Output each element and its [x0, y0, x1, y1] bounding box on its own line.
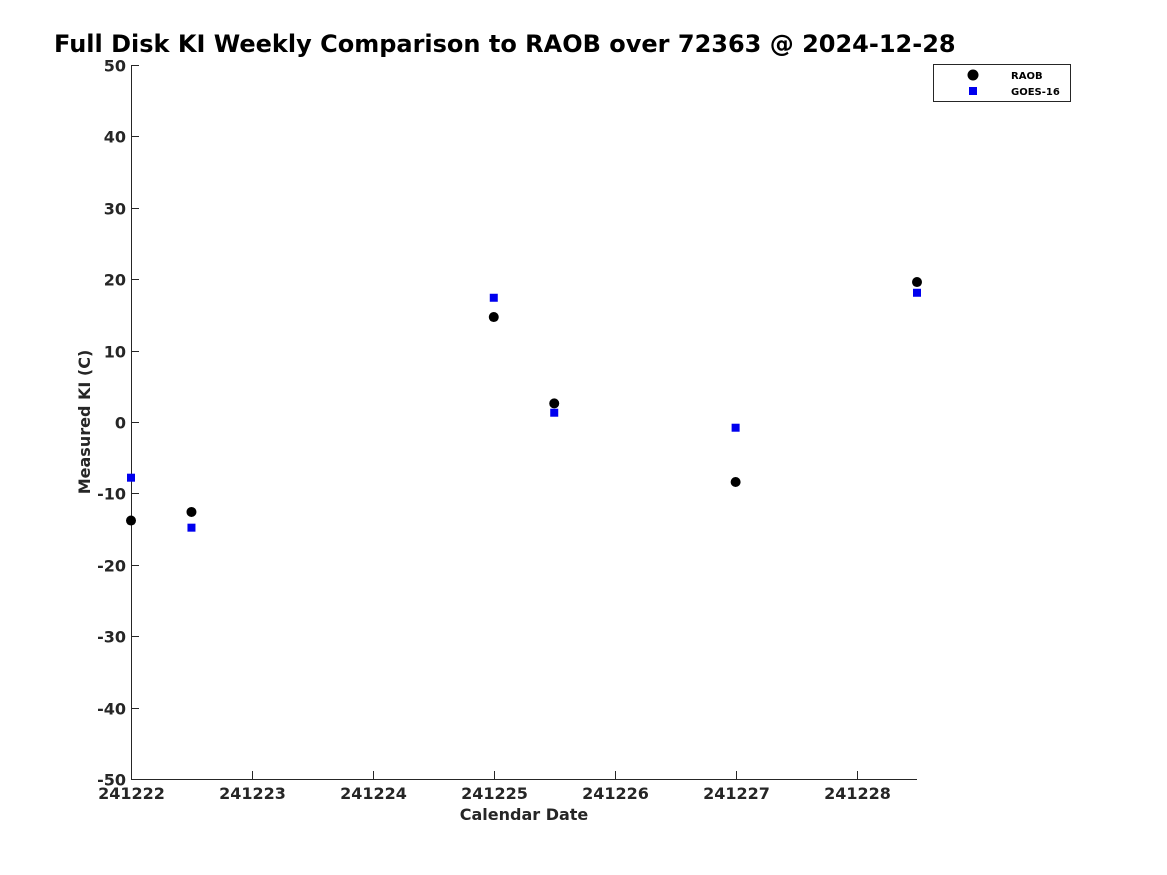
y-tick-label: -40: [97, 700, 126, 719]
y-tick-label: -10: [97, 485, 126, 504]
raob-point: [488, 312, 499, 323]
legend-goes-marker: [969, 87, 977, 95]
chart-title: Full Disk KI Weekly Comparison to RAOB o…: [54, 30, 956, 58]
x-tick-label: 241223: [219, 784, 286, 803]
goes-16-point: [187, 523, 196, 532]
legend-raob-marker: [967, 69, 979, 81]
x-axis-label: Calendar Date: [460, 805, 589, 824]
y-tick-label: 20: [104, 271, 126, 290]
goes-16-point: [127, 473, 135, 482]
x-axis-ticks: 241222 241223 241224 241225 241226 241227 2412…: [98, 771, 891, 803]
y-tick-label: 30: [104, 200, 126, 219]
goes-16-point: [550, 408, 559, 417]
raob-point: [126, 515, 136, 526]
y-tick-label: 40: [104, 128, 126, 147]
legend: RAOB GOES-16: [933, 64, 1071, 102]
goes-16-point: [489, 293, 498, 302]
x-tick-label: 241228: [824, 784, 891, 803]
y-tick-label: -20: [97, 557, 126, 576]
goes-16-point: [913, 288, 921, 297]
x-tick-label: 241224: [340, 784, 407, 803]
raob-point: [186, 506, 197, 517]
y-axis-label: Measured KI (C): [75, 350, 94, 495]
goes-16-point: [731, 423, 740, 432]
raob-point: [912, 277, 922, 288]
y-tick-label: 50: [104, 57, 126, 76]
y-axis-ticks: -50 -40 -30 -20 -10 0 10 20 30 40 50: [97, 57, 139, 790]
x-tick-label: 241222: [98, 784, 165, 803]
x-tick-label: 241227: [703, 784, 770, 803]
legend-raob-label: RAOB: [1011, 71, 1043, 82]
x-tick-label: 241226: [582, 784, 649, 803]
data-points: [126, 277, 922, 532]
raob-point: [549, 398, 560, 409]
legend-goes-label: GOES-16: [1011, 87, 1060, 98]
y-tick-label: 0: [115, 414, 126, 433]
y-tick-label: -30: [97, 628, 126, 647]
x-tick-label: 241225: [461, 784, 528, 803]
y-tick-label: 10: [104, 343, 126, 362]
y-tick-label: -50: [97, 771, 126, 790]
raob-point: [730, 476, 741, 487]
legend-box: [933, 64, 1071, 102]
